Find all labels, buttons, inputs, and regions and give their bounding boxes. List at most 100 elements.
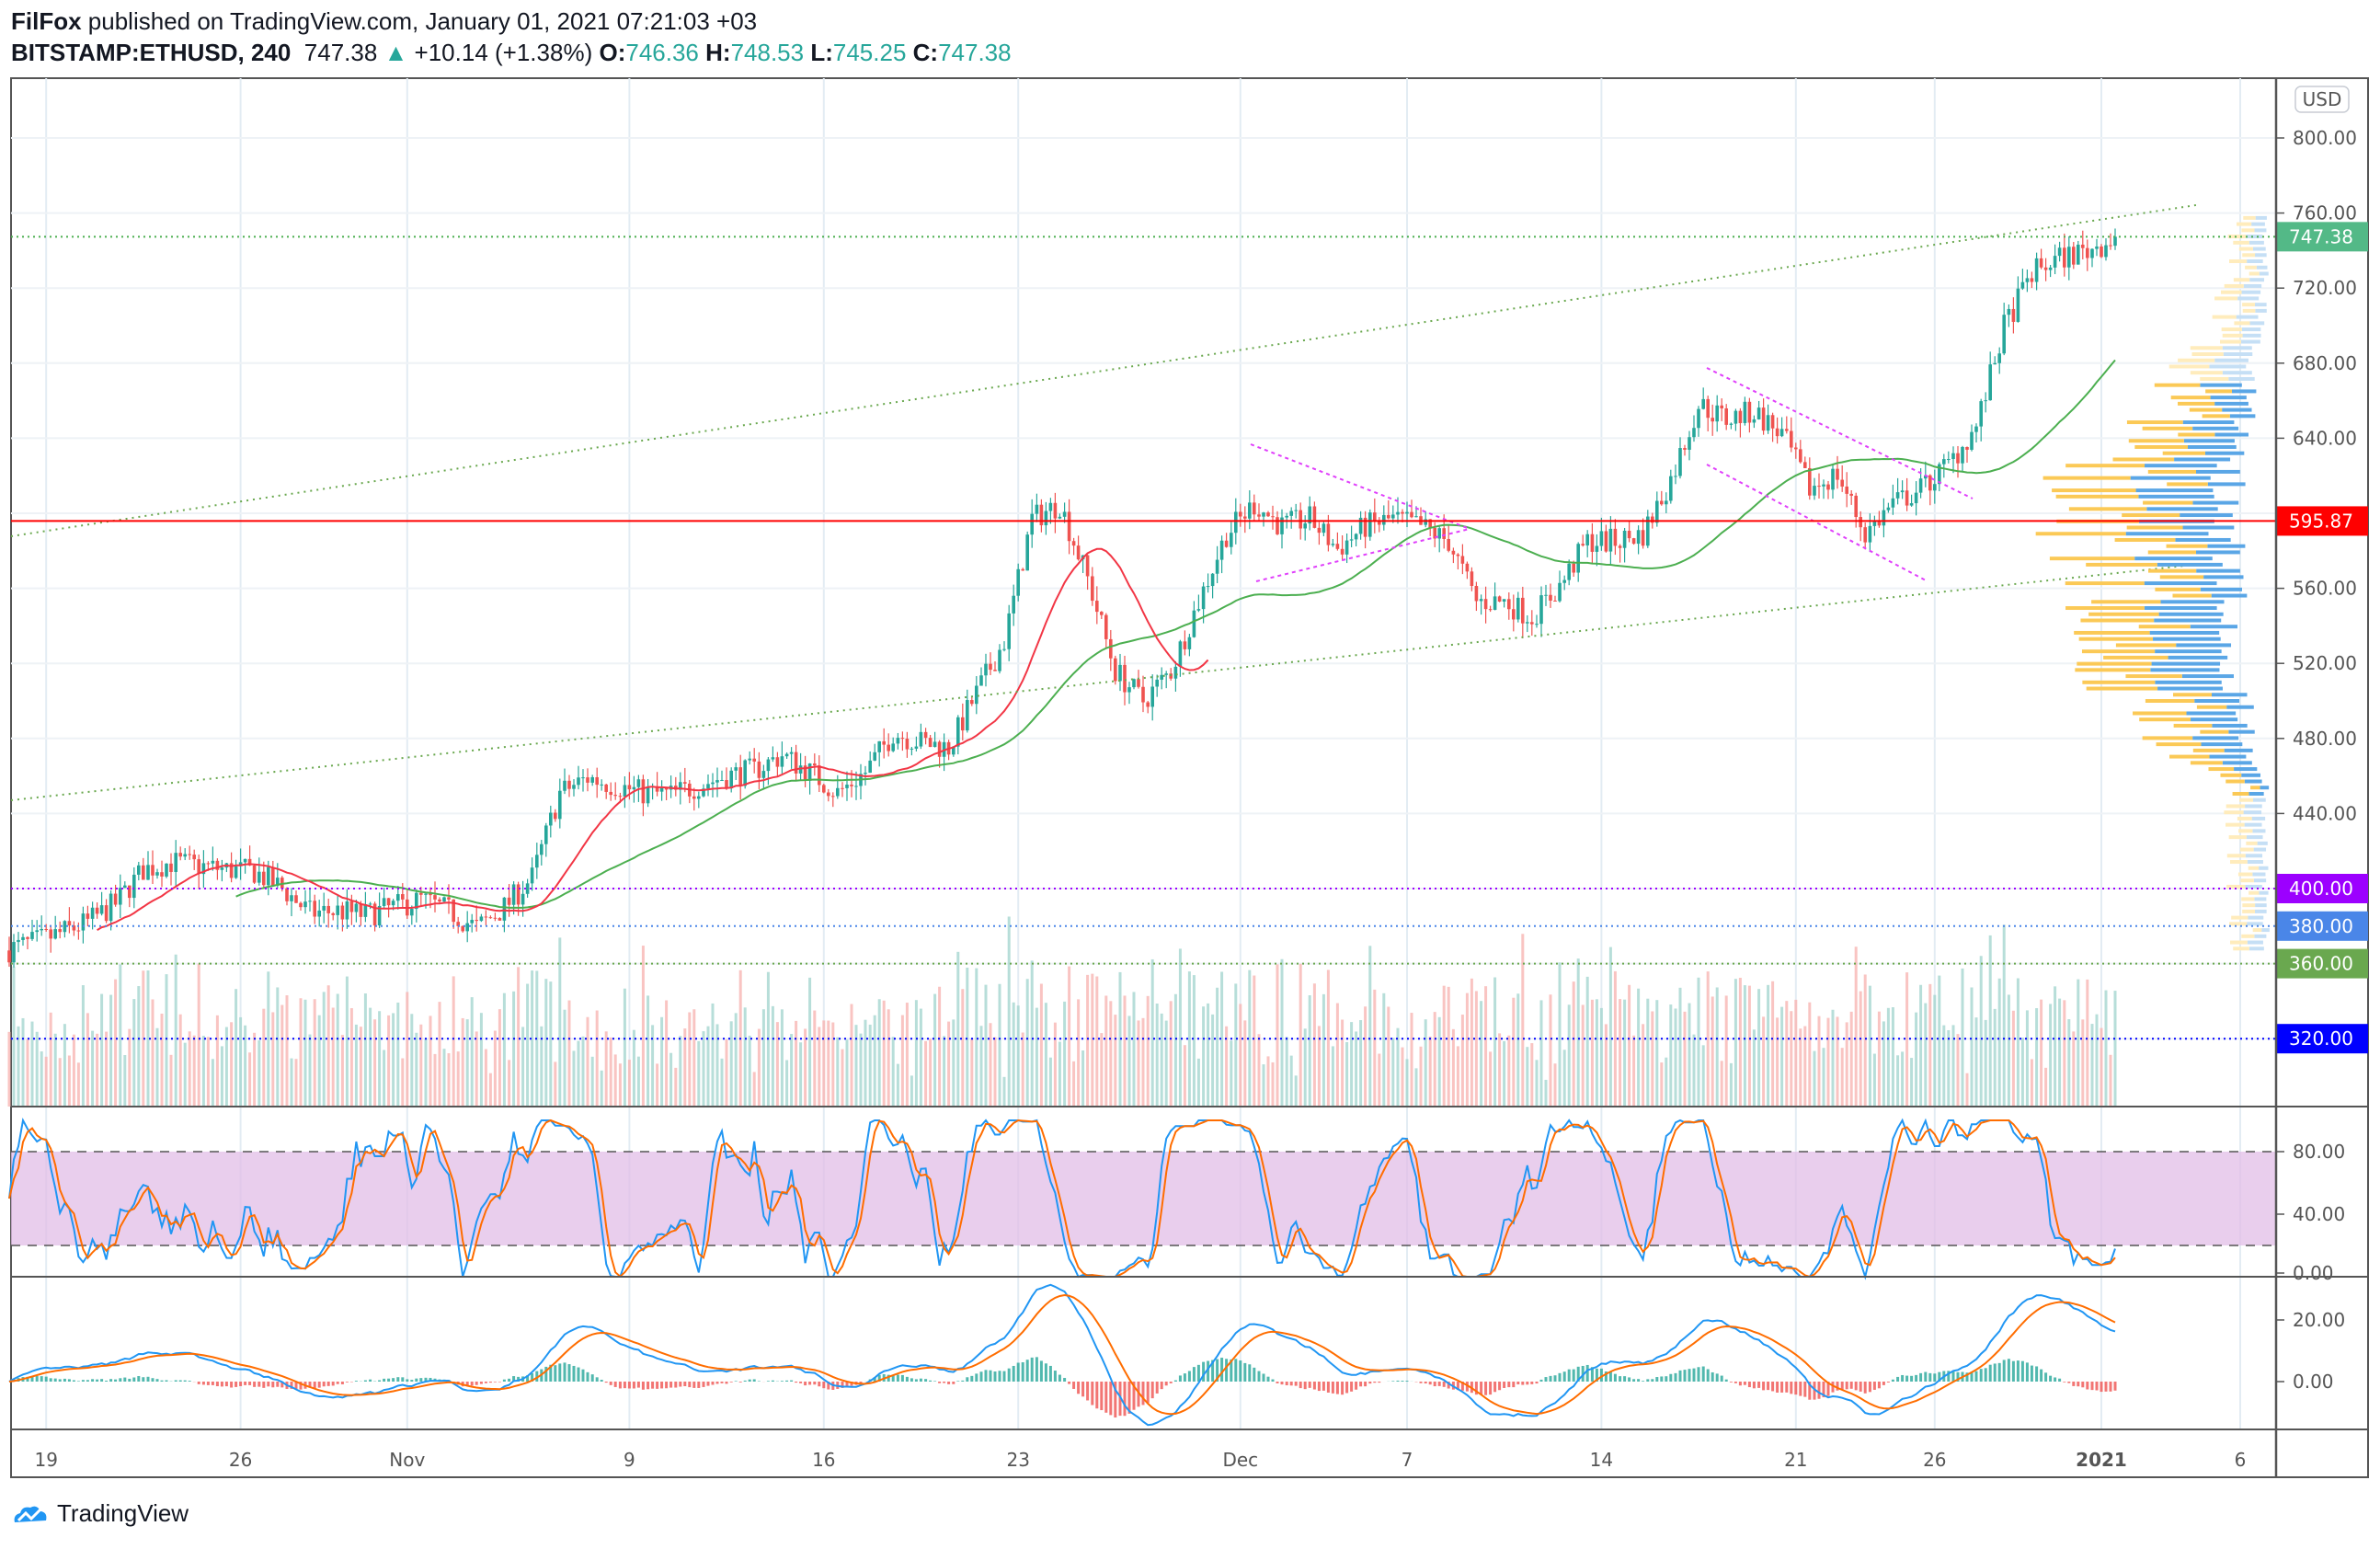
candle-body — [1813, 486, 1816, 496]
macd-histogram-bar — [1480, 1382, 1483, 1395]
volume-profile-bar-down — [2172, 593, 2212, 598]
candle-body — [1160, 674, 1163, 680]
macd-histogram-bar — [1007, 1368, 1011, 1382]
time-axis-label: Nov — [389, 1449, 425, 1471]
candle-body — [21, 936, 25, 940]
volume-profile-bar-down — [2078, 637, 2154, 641]
macd-histogram-bar — [1521, 1382, 1525, 1385]
macd-histogram-bar — [804, 1382, 807, 1386]
volume-profile-bar-down — [2220, 339, 2241, 344]
price-tick-label: 800.00 — [2293, 127, 2357, 149]
volume-profile-bar-down — [2227, 235, 2247, 239]
macd-histogram-bar — [595, 1377, 599, 1382]
volume-profile-bar-down — [2226, 804, 2246, 809]
volume-bar — [1341, 1019, 1344, 1107]
channel-upper-line — [10, 204, 2197, 537]
candle-body — [535, 855, 539, 868]
macd-histogram-bar — [151, 1378, 154, 1382]
candle-body — [160, 872, 164, 877]
candle-body — [734, 767, 738, 771]
candle-body — [429, 893, 432, 896]
currency-button[interactable] — [2294, 86, 2350, 113]
symbol-label[interactable]: BITSTAMP:ETHUSD, 240 — [11, 39, 292, 66]
macd-histogram-bar — [590, 1374, 594, 1382]
volume-profile-bar-up — [2153, 637, 2221, 641]
macd-histogram-bar — [2040, 1369, 2043, 1382]
macd-histogram-bar — [1234, 1359, 1238, 1382]
volume-bar — [1988, 935, 1992, 1107]
candle-body — [706, 784, 710, 789]
macd-histogram-bar — [1845, 1382, 1848, 1390]
volume-profile-bar-down — [2240, 847, 2254, 852]
macd-histogram-bar — [1683, 1370, 1687, 1382]
macd-histogram-bar — [188, 1381, 191, 1382]
time-axis-label: 26 — [1923, 1449, 1946, 1471]
volume-bar — [401, 1058, 405, 1107]
candle-body — [1928, 475, 1932, 491]
candle-body — [1507, 599, 1511, 610]
volume-profile-bar-up — [2160, 600, 2225, 604]
candle-body — [1799, 449, 1802, 463]
volume-bar — [1401, 1047, 1404, 1107]
volume-profile-bar-up — [2253, 797, 2266, 802]
macd-histogram-bar — [1192, 1367, 1196, 1382]
macd-histogram-bar — [1012, 1365, 1015, 1382]
macd-histogram-bar — [26, 1376, 29, 1382]
volume-profile-bar-down — [2126, 525, 2183, 530]
volume-bar — [1688, 1003, 1691, 1107]
macd-histogram-bar — [1091, 1382, 1094, 1406]
macd-histogram-bar — [818, 1382, 821, 1387]
volume-bar — [1512, 997, 1516, 1107]
volume-profile-bar-down — [2134, 444, 2188, 449]
candle-body — [1599, 531, 1604, 546]
macd-histogram-bar — [313, 1382, 316, 1389]
volume-profile-bar-up — [2203, 575, 2244, 579]
macd-histogram-bar — [2007, 1359, 2010, 1382]
candle-body — [715, 780, 719, 783]
macd-histogram-bar — [76, 1381, 80, 1382]
candle-body — [1970, 431, 1974, 450]
volume-bar — [1095, 976, 1099, 1107]
candle-body — [1382, 514, 1386, 525]
candle-body — [933, 741, 937, 748]
volume-bar — [419, 1024, 423, 1107]
candle-body — [419, 892, 423, 895]
low-label: L: — [810, 39, 833, 66]
macd-histogram-bar — [1882, 1382, 1885, 1385]
candle-body — [2100, 247, 2103, 258]
volume-bar — [1150, 958, 1154, 1107]
channel-lower-line — [10, 565, 2186, 801]
candle-body — [632, 786, 636, 790]
volume-profile-bar-up — [2182, 420, 2235, 425]
volume-profile-bar-down — [2138, 625, 2191, 629]
candle-body — [1512, 609, 1516, 620]
volume-profile-bar-up — [2228, 376, 2255, 381]
macd-histogram-bar — [1299, 1382, 1302, 1389]
volume-profile-bar-up — [2196, 568, 2240, 573]
candle-body — [558, 790, 562, 820]
volume-bar — [235, 989, 238, 1107]
volume-profile-bar-up — [2237, 296, 2260, 301]
candle-body — [1378, 521, 1381, 525]
volume-bar — [349, 1008, 353, 1107]
volume-bar — [2049, 1004, 2053, 1107]
author-name[interactable]: FilFox — [11, 7, 82, 35]
candle-body — [590, 776, 594, 783]
macd-histogram-bar — [1068, 1382, 1071, 1384]
candle-body — [2077, 244, 2080, 265]
volume-bar — [452, 976, 455, 1107]
tradingview-logo[interactable]: TradingView — [11, 1499, 189, 1528]
candle-body — [183, 854, 187, 857]
volume-bar — [2011, 1010, 2015, 1107]
macd-histogram-bar — [1872, 1382, 1876, 1390]
candle-body — [1613, 528, 1618, 546]
volume-profile-bar-up — [2223, 352, 2253, 357]
volume-profile-bar-up — [2174, 457, 2231, 462]
macd-histogram-bar — [230, 1382, 234, 1388]
price-badge-label: 380.00 — [2289, 915, 2353, 937]
macd-histogram-bar — [822, 1382, 826, 1389]
volume-profile-bar-down — [2229, 259, 2248, 264]
macd-histogram-bar — [1678, 1370, 1682, 1382]
candle-body — [784, 753, 789, 757]
